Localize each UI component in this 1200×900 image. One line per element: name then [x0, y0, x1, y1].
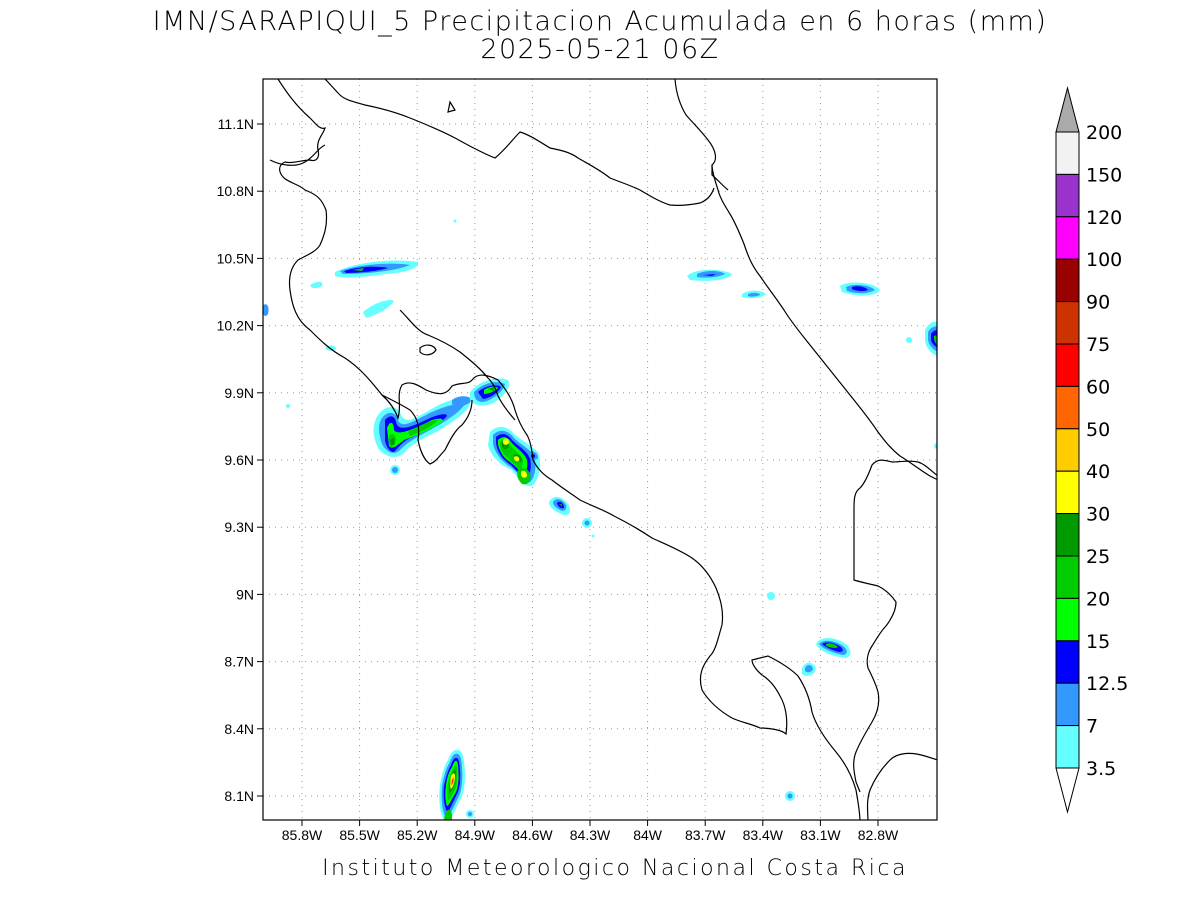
- precip-cell: [470, 378, 510, 406]
- lon-tick-label: 85.5W: [339, 827, 380, 843]
- footer-credit: Instituto Meteorologico Nacional Costa R…: [322, 856, 908, 881]
- lon-tick-label: 84.3W: [570, 827, 611, 843]
- plot-area: [262, 78, 938, 821]
- longitude-axis: 85.8W 85.5W 85.2W 84.9W 84.6W 84.3W 84W 83.7W 83…: [282, 820, 899, 843]
- colorbar-label: 15: [1086, 631, 1110, 653]
- precip-cell: [802, 662, 816, 676]
- lat-tick-label: 8.1N: [224, 788, 254, 804]
- colorbar-swatch: [1055, 555, 1080, 599]
- precip-cell: [286, 404, 290, 408]
- precip-cell: [263, 304, 269, 316]
- colorbar-swatch: [1055, 173, 1080, 218]
- colorbar-swatch: [1055, 640, 1080, 684]
- colorbar-label: 60: [1086, 376, 1110, 398]
- colorbar-label: 200: [1086, 122, 1122, 144]
- colorbar-swatch: [1055, 385, 1080, 430]
- colorbar-swatch: [1055, 301, 1080, 345]
- precip-cell: [785, 791, 795, 801]
- colorbar-swatch: [1055, 597, 1080, 642]
- precip-cell: [363, 300, 394, 318]
- colorbar-swatch: [1055, 513, 1080, 557]
- colorbar-label: 20: [1086, 588, 1110, 610]
- lon-tick-label: 85.8W: [282, 827, 323, 843]
- colorbar-legend: 3.5 7 12.5 15 20 25 30 40 50 60 75 90 100 120 150 200: [1055, 86, 1128, 814]
- precip-cell: [439, 749, 474, 820]
- precip-cell: [906, 321, 937, 449]
- map-subtitle-date: 2025-05-21 06Z: [480, 34, 720, 65]
- precipitation-layer: [263, 219, 937, 820]
- lat-tick-label: 8.4N: [224, 721, 254, 737]
- colorbar-label: 150: [1086, 164, 1122, 186]
- colorbar-label: 100: [1086, 249, 1122, 271]
- lon-tick-label: 83.7W: [685, 827, 726, 843]
- precip-cell: [840, 282, 880, 296]
- lon-tick-label: 84.9W: [455, 827, 496, 843]
- lon-tick-label: 84W: [633, 827, 663, 843]
- lat-tick-label: 10.5N: [217, 250, 254, 266]
- plot-frame: [262, 78, 938, 821]
- colorbar-swatch: [1055, 682, 1080, 727]
- precip-cell: [687, 269, 732, 281]
- lat-tick-label: 10.2N: [217, 318, 254, 334]
- precip-cell: [582, 518, 595, 538]
- colorbar-swatch: [1055, 470, 1080, 515]
- lon-tick-label: 82.8W: [858, 827, 899, 843]
- precip-cell: [767, 592, 775, 600]
- colorbar-swatch: [1055, 725, 1080, 769]
- lat-tick-label: 9.6N: [224, 452, 254, 468]
- lat-tick-label: 10.8N: [217, 183, 254, 199]
- lon-tick-label: 83.4W: [743, 827, 784, 843]
- precip-cell: [549, 496, 571, 516]
- colorbar-label: 90: [1086, 292, 1110, 314]
- colorbar-swatch: [1055, 428, 1080, 472]
- lat-tick-label: 11.1N: [218, 116, 254, 132]
- colorbar-label: 3.5: [1086, 758, 1116, 780]
- lat-tick-label: 8.7N: [224, 654, 254, 670]
- precip-cell: [748, 292, 760, 297]
- lon-tick-label: 83.1W: [800, 827, 841, 843]
- lon-tick-label: 85.2W: [397, 827, 438, 843]
- colorbar-label: 75: [1086, 334, 1110, 356]
- colorbar-swatch: [1055, 343, 1080, 387]
- lat-tick-label: 9.9N: [224, 385, 254, 401]
- colorbar-label: 40: [1086, 461, 1110, 483]
- lat-tick-label: 9.3N: [224, 519, 254, 535]
- coastlines: [269, 79, 937, 820]
- colorbar-over-arrow: [1055, 86, 1080, 133]
- precip-cell: [335, 260, 419, 278]
- colorbar-swatch: [1055, 258, 1080, 303]
- colorbar-label: 7: [1086, 716, 1098, 738]
- colorbar-label: 120: [1086, 207, 1122, 229]
- colorbar-label: 50: [1086, 419, 1110, 441]
- colorbar-label: 25: [1086, 546, 1110, 568]
- precip-cell: [373, 396, 472, 475]
- precip-cell: [816, 638, 851, 658]
- colorbar-label: 12.5: [1086, 673, 1128, 695]
- plot-background: [263, 79, 937, 820]
- precip-cell: [310, 281, 323, 289]
- colorbar-swatch: [1055, 131, 1080, 175]
- precip-cell: [488, 426, 540, 487]
- lat-tick-label: 9N: [236, 586, 254, 602]
- grid-lines: [263, 79, 937, 820]
- colorbar-swatch: [1055, 216, 1080, 260]
- precip-cell: [453, 219, 457, 223]
- latitude-axis: 11.1N 10.8N 10.5N 10.2N 9.9N 9.6N 9.3N 9N 8.7N 8.…: [217, 116, 263, 804]
- colorbar-under-arrow: [1055, 767, 1080, 814]
- colorbar-label: 30: [1086, 504, 1110, 526]
- lon-tick-label: 84.6W: [512, 827, 553, 843]
- map-title: IMN/SARAPIQUI_5 Precipitacion Acumulada …: [152, 6, 1048, 37]
